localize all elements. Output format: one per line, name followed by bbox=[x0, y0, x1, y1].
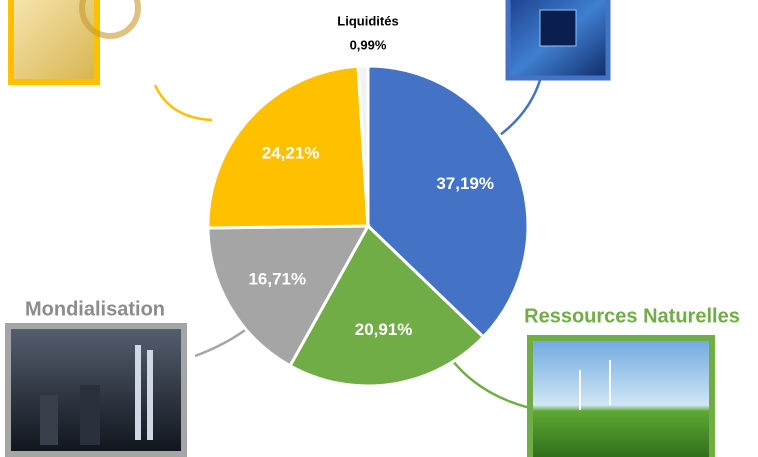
value-label: 37,19% bbox=[436, 174, 494, 193]
value-label: 16,71% bbox=[248, 270, 306, 289]
category-label: Mondialisation bbox=[25, 298, 165, 320]
value-label: 20,91% bbox=[355, 320, 413, 339]
category-label: Liquidités bbox=[337, 13, 398, 28]
category-label: Ressources Naturelles bbox=[524, 305, 740, 327]
chart: 37,19% 20,91% Ressources Naturelles 16,71% M… bbox=[0, 0, 758, 457]
value-label: 24,21% bbox=[262, 144, 320, 163]
value-label: 0,99% bbox=[350, 37, 387, 52]
